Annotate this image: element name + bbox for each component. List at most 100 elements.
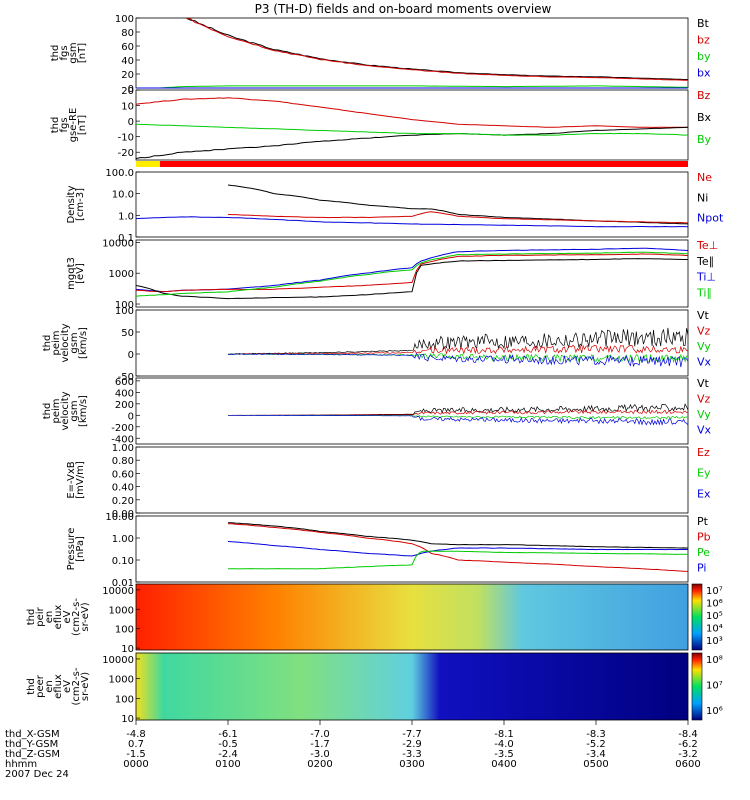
y-tick-label: 0: [128, 117, 134, 128]
y-axis-label-line: velocity: [60, 391, 71, 430]
colorbar-bar: [691, 652, 703, 721]
colorbar-tick-label: 10⁴: [706, 624, 723, 635]
legend: Bt bz by bx: [697, 17, 711, 80]
legend-vt: Vt: [697, 309, 710, 322]
series-line-black: [135, 258, 688, 300]
x-tick-label: -5.2: [586, 739, 606, 750]
y-axis-label-line: fgs: [59, 45, 70, 60]
y-axis-label: E=-VxB[mV/m]: [66, 461, 86, 499]
legend: Ez Ey Ex: [697, 446, 711, 500]
series-line-green: [227, 352, 689, 364]
x-tick-label: -3.2: [678, 749, 698, 760]
panel-electron_spectrogram: 10⁸ 10⁷ 10⁶ 10 100 1000 10000 thdpeerenefluxeV(…: [26, 652, 723, 725]
legend-by: by: [697, 50, 711, 63]
series-line-black: [228, 327, 689, 355]
x-tick-label: -4.8: [126, 729, 146, 740]
colorbar-bar: [691, 583, 703, 651]
y-axis-label: thdfgsgse-RE[nT]: [50, 108, 88, 143]
series-line-red: [135, 253, 689, 293]
legend-ne: Ne: [697, 171, 712, 184]
y-axis-label-line: gsm: [68, 42, 79, 63]
legend-by: By: [697, 133, 712, 146]
y-axis-label-line: gsm: [69, 332, 80, 353]
y-tick-label: 1000: [109, 675, 134, 686]
date-label: 2007 Dec 24: [5, 769, 69, 780]
series-line-green: [135, 251, 689, 297]
mode-bar-slow: [136, 161, 160, 167]
panel-density: 0.1 1.0 10.0 100.0 Density[cm-3] Ne Ni Npot: [66, 168, 724, 244]
x-row-label: thd_X-GSM: [5, 729, 60, 740]
x-tick-label: 0.7: [128, 739, 144, 750]
y-axis-label-line: en: [44, 680, 55, 693]
series-line-black: [227, 522, 689, 549]
y-tick-label: 0: [128, 350, 134, 361]
colorbar-tick-label: 10⁷: [706, 586, 723, 597]
panel-efield: 0.00 0.20 0.40 0.60 0.80 1.00 E=-VxB[mV/m] Ez Ey…: [66, 443, 711, 520]
panel-frame: [135, 239, 689, 308]
legend-ti: Ti∥: [696, 286, 712, 299]
y-axis-label-line: Density: [66, 185, 77, 223]
legend-ex: Ex: [697, 487, 711, 500]
panel-fgs_gse: -20 -10 0 10 20 thdfgsgse-RE[nT] Bz Bx By: [50, 86, 712, 167]
y-axis-label-line: thd: [50, 117, 61, 134]
y-tick-label: 80: [121, 28, 134, 39]
legend-vy: Vy: [697, 340, 711, 353]
series-line-red: [228, 523, 689, 572]
colorbar-tick-label: 10⁶: [706, 706, 723, 717]
y-axis-label: thdfgsgsm[nT]: [50, 42, 88, 63]
y-axis-label-line: thd: [42, 403, 53, 420]
y-tick-label: 600: [115, 377, 134, 388]
panel-frame: [135, 446, 689, 514]
legend-ez: Ez: [697, 446, 710, 459]
y-tick-label: 40: [121, 56, 134, 67]
x-tick-label: 0400: [491, 759, 516, 770]
y-axis-label-line: eflux: [53, 605, 64, 630]
y-axis-label: thdpeimvelocitygsm[km/s]: [42, 323, 89, 362]
x-tick-label: 0200: [307, 759, 332, 770]
legend-ey: Ey: [697, 467, 711, 480]
series-line-green: [136, 85, 689, 89]
y-tick-label: 0.1: [118, 233, 134, 244]
y-tick-label: 10000: [102, 655, 134, 666]
y-tick-label: -50: [118, 372, 134, 383]
y-axis-label: thdpeirenefluxeV(cm2-s-sr-eV): [26, 598, 91, 636]
y-tick-label: -200: [111, 423, 134, 434]
legend-bz: bz: [697, 34, 710, 47]
y-tick-label: 0: [128, 411, 134, 422]
x-tick-label: -3.3: [402, 749, 422, 760]
panel-frame: [135, 89, 689, 161]
x-tick-label: -8.4: [678, 729, 698, 740]
x-row-label: thd_Y-GSM: [5, 739, 58, 750]
y-tick-label: 0.20: [112, 496, 134, 507]
colorbar: 10⁸ 10⁷ 10⁶: [691, 652, 723, 721]
x-row-label: thd_Z-GSM: [5, 749, 60, 760]
y-tick-label: 10000: [102, 586, 134, 597]
panel-velocity_fast: -50050100thdpeimvelocitygsm[km/s]VtVzVyV…: [42, 306, 712, 383]
legend-ni: Ni: [697, 191, 708, 204]
y-axis-label-line: [mV/m]: [75, 461, 86, 499]
y-axis-label-line: eV: [62, 610, 73, 623]
y-axis-label: thdpeimvelocitygsm[km/s]: [42, 391, 89, 430]
y-tick-label: 0.80: [112, 456, 134, 467]
legend-vz: Vz: [697, 393, 711, 406]
y-axis-label-line: mgqt3: [66, 257, 77, 290]
y-tick-label: 100: [115, 625, 134, 636]
panels: 020406080100thdfgsgsm[nT]Btbzbybx-20-100…: [26, 14, 724, 725]
x-row-label: hhmm: [5, 759, 37, 770]
x-tick-label: -2.9: [402, 739, 422, 750]
y-tick-label: 1000: [109, 605, 134, 616]
y-axis-label-line: peir: [35, 606, 46, 626]
y-axis-label-line: thd: [42, 335, 53, 352]
y-tick-label: -20: [118, 148, 134, 159]
y-axis-label-line: [cm-3]: [75, 188, 86, 221]
series-line-red: [186, 17, 688, 81]
y-axis-label: Density[cm-3]: [66, 185, 86, 223]
legend: Pt Pb Pe Pi: [697, 515, 711, 575]
x-tick-label: -3.5: [494, 749, 514, 760]
panel-pressure: 0.01 0.10 1.00 10.00 Pressure[nPa] Pt Pb Pe Pi: [66, 512, 711, 589]
panel-frame: [135, 171, 689, 238]
y-axis-label-line: [nT]: [77, 43, 88, 63]
x-tick-label: 0000: [123, 759, 148, 770]
